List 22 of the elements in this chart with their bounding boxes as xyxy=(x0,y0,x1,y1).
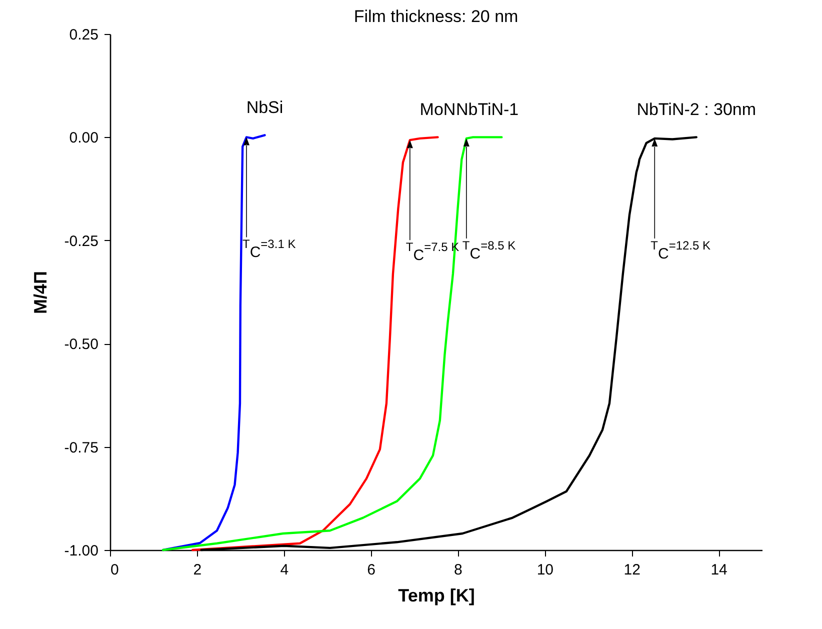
chart-title: Film thickness: 20 nm xyxy=(354,7,518,26)
y-tick-label: -1.00 xyxy=(64,542,98,560)
x-tick-label: 4 xyxy=(280,562,289,578)
y-tick-label: 0.00 xyxy=(69,130,98,147)
series-label: NbSi xyxy=(246,98,284,118)
x-tick-label: 0 xyxy=(110,562,119,578)
line-series xyxy=(162,136,503,552)
y-tick-label: -0.25 xyxy=(64,232,98,250)
x-tick-label: 6 xyxy=(367,562,376,578)
x-tick-label: 12 xyxy=(624,562,640,578)
series-label: NbTiN-2 : 30nm xyxy=(636,100,756,120)
x-axis-title: Temp [K] xyxy=(398,586,475,606)
y-tick-label: 0.25 xyxy=(69,26,98,44)
x-tick-label: 14 xyxy=(710,562,728,578)
x-tick-label: 10 xyxy=(536,562,554,578)
x-tick-label: 2 xyxy=(193,562,202,578)
series-label: MoN xyxy=(420,100,456,120)
series-label: NbTiN-1 xyxy=(456,100,519,120)
x-tick-label: 8 xyxy=(454,562,462,578)
y-axis-title: M/4Π xyxy=(30,270,50,314)
y-tick-label: -0.50 xyxy=(64,336,98,354)
y-tick-label: -0.75 xyxy=(64,439,98,456)
